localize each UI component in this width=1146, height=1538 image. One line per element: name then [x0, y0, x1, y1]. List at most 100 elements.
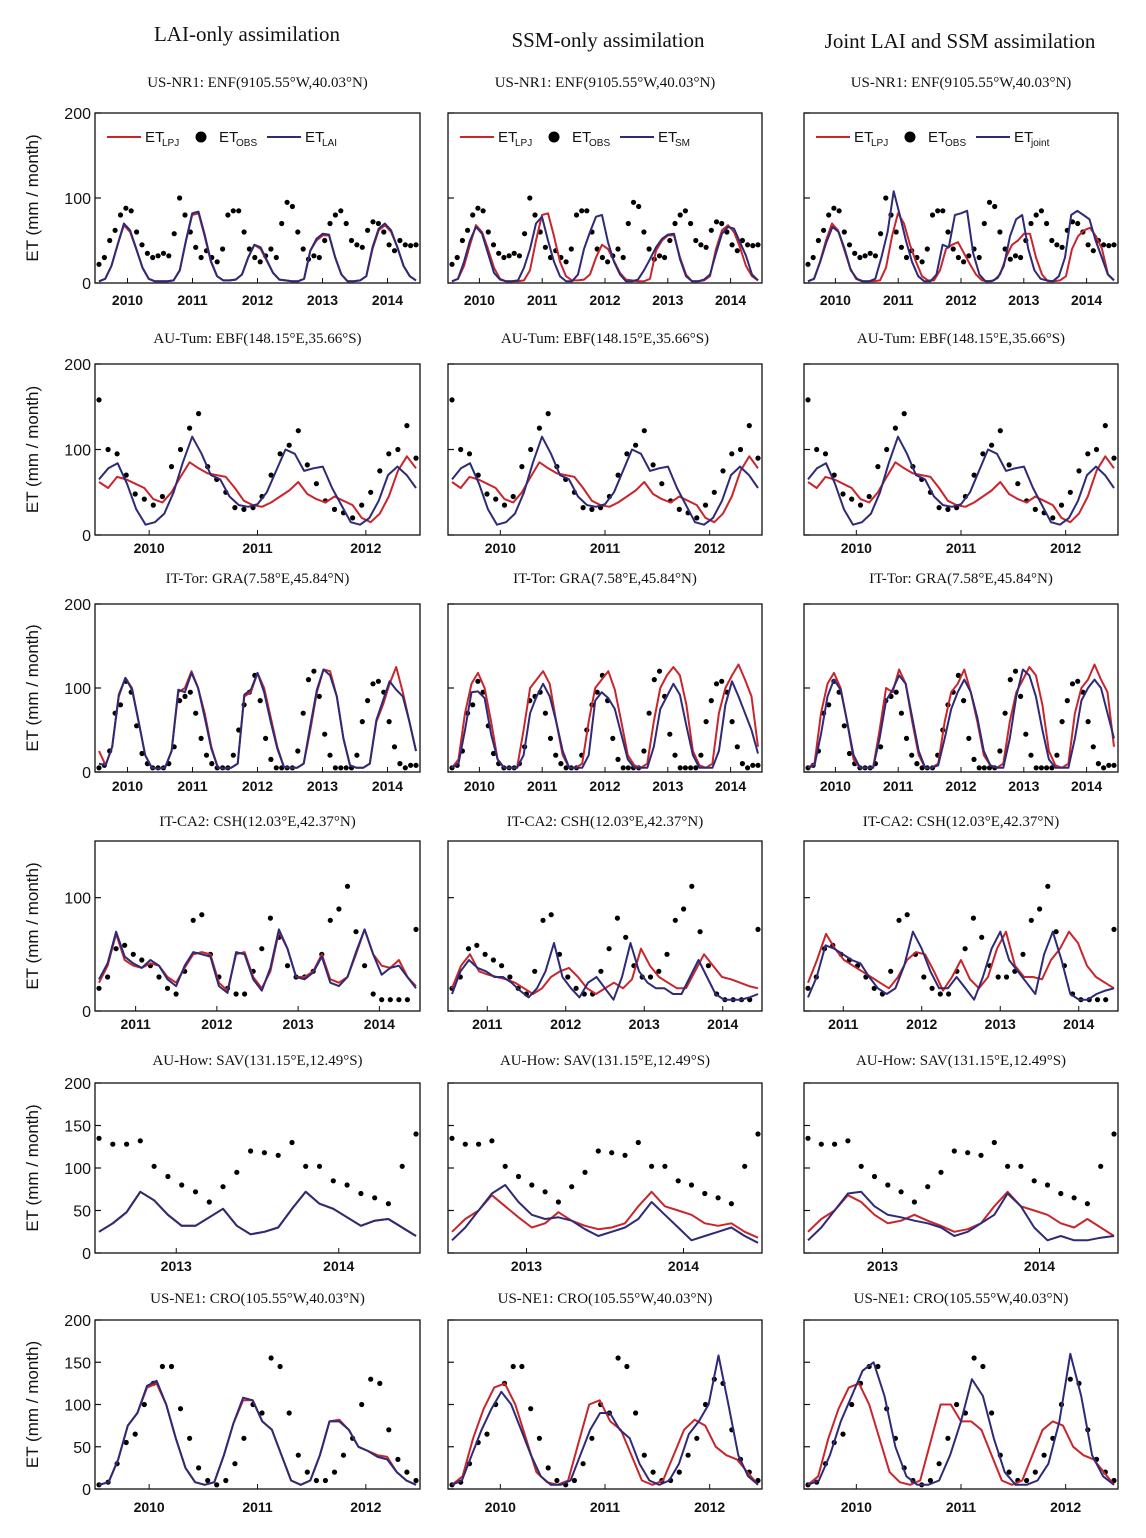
obs-point — [872, 253, 879, 259]
obs-point — [165, 1173, 171, 1180]
obs-point — [273, 765, 279, 771]
obs-point — [502, 1163, 508, 1169]
obs-point — [878, 231, 884, 237]
obs-point — [365, 698, 371, 704]
x-tick-label: 2011 — [177, 292, 208, 308]
obs-point — [693, 765, 699, 771]
lpj-line — [807, 1190, 1115, 1237]
y-tick-label: 200 — [64, 106, 91, 123]
obs-point — [826, 212, 832, 218]
obs-point — [279, 220, 285, 227]
obs-point — [1093, 446, 1100, 453]
obs-point — [413, 1131, 419, 1137]
obs-point — [171, 231, 177, 237]
obs-point — [192, 1189, 199, 1195]
obs-point — [261, 1150, 267, 1156]
obs-point — [1085, 242, 1091, 248]
obs-point — [841, 229, 847, 235]
obs-point — [511, 250, 517, 256]
obs-point — [542, 244, 549, 250]
obs-point — [579, 208, 585, 214]
obs-point — [936, 505, 942, 511]
obs-point — [667, 731, 673, 737]
obs-point — [397, 761, 403, 767]
y-tick-label: 0 — [82, 276, 91, 293]
obs-point — [1067, 1376, 1073, 1382]
obs-point — [729, 719, 735, 725]
obs-point — [1031, 1178, 1037, 1184]
assim-line — [451, 435, 759, 526]
x-tick-label: 2012 — [945, 292, 976, 308]
y-tick-label: 100 — [64, 443, 91, 460]
assim-line — [807, 190, 1115, 283]
y-tick-label: 200 — [64, 1076, 91, 1093]
obs-point — [849, 496, 855, 502]
obs-point — [594, 689, 600, 695]
obs-point — [402, 242, 408, 248]
obs-point — [397, 237, 403, 244]
obs-point — [105, 446, 111, 453]
obs-point — [1085, 451, 1091, 457]
obs-point — [501, 502, 508, 508]
obs-point — [220, 246, 226, 252]
obs-point — [715, 1195, 721, 1201]
obs-point — [989, 442, 995, 448]
obs-point — [268, 246, 274, 252]
x-tick-label: 2010 — [841, 1499, 872, 1515]
obs-point — [241, 229, 247, 235]
x-tick-label: 2010 — [841, 540, 872, 556]
x-tick-label: 2011 — [883, 292, 914, 308]
obs-point — [1023, 731, 1029, 737]
site-title: IT-Tor: GRA(7.58°E,45.84°N) — [869, 571, 1053, 587]
obs-point — [737, 446, 744, 453]
y-tick-label: 100 — [64, 191, 91, 208]
panel-grid: US-NR1: ENF(9105.55°W,40.03°N) 0 100 200 ET … — [23, 75, 1119, 1515]
y-tick-label: 200 — [64, 597, 91, 614]
legend-lpj-subscript: LPJ — [515, 138, 532, 149]
obs-point — [387, 997, 393, 1003]
assim-line — [451, 942, 759, 1001]
assim-line — [807, 435, 1115, 526]
obs-point — [322, 731, 328, 737]
y-tick-label: 200 — [64, 357, 91, 374]
obs-point — [273, 254, 279, 261]
obs-point — [484, 491, 490, 497]
site-title: AU-Tum: EBF(148.15°E,35.66°S) — [857, 331, 1065, 347]
obs-point — [1032, 506, 1038, 512]
obs-point — [305, 677, 312, 683]
obs-point — [635, 1139, 641, 1146]
obs-point — [745, 765, 751, 771]
x-tick-label: 2011 — [590, 1499, 621, 1515]
obs-point — [267, 915, 273, 921]
obs-point — [1075, 220, 1081, 227]
obs-point — [150, 254, 156, 261]
x-tick-label: 2013 — [161, 1258, 192, 1274]
obs-point — [1069, 681, 1076, 687]
panel-r4-c2: IT-CA2: CSH(12.03°E,42.37°N) 2011 2012 2013… — [447, 814, 763, 1032]
obs-point — [476, 1141, 482, 1147]
obs-point — [903, 735, 910, 742]
obs-point — [719, 220, 725, 227]
obs-point — [159, 1363, 165, 1370]
obs-point — [284, 199, 290, 205]
legend-assim-label: ET — [305, 129, 324, 146]
x-tick-label: 2012 — [589, 292, 620, 308]
obs-point — [624, 451, 630, 457]
obs-point — [263, 735, 269, 742]
obs-point — [929, 212, 936, 218]
obs-point — [651, 677, 657, 683]
obs-point — [230, 752, 236, 758]
x-tick-label: 2014 — [715, 778, 746, 794]
x-tick-label: 2013 — [307, 778, 338, 794]
legend-obs-subscript: OBS — [945, 138, 966, 149]
obs-point — [386, 719, 392, 725]
obs-point — [979, 934, 985, 940]
obs-point — [656, 968, 662, 974]
x-tick-label: 2013 — [307, 292, 338, 308]
obs-point — [542, 1189, 548, 1195]
obs-point — [159, 493, 165, 500]
x-tick-label: 2012 — [694, 1499, 725, 1515]
site-title: IT-Tor: GRA(7.58°E,45.84°N) — [513, 571, 697, 587]
site-title: US-NE1: CRO(105.55°W,40.03°N) — [854, 1291, 1069, 1307]
